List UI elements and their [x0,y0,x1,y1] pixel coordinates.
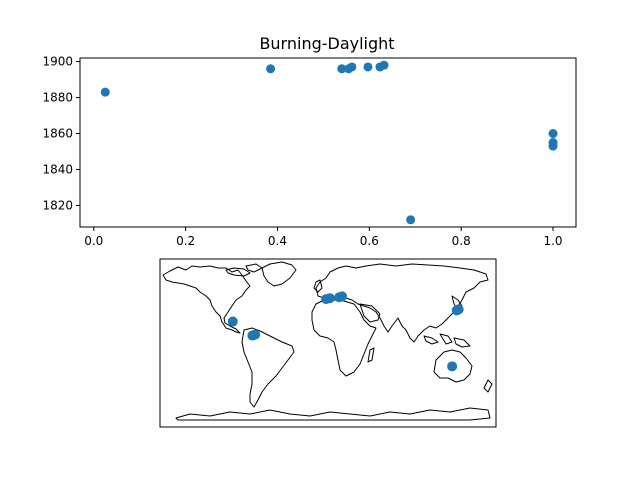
southeast-asia-islands-coastline [423,333,471,348]
arabia-coastline [359,303,381,323]
data-point [363,62,373,72]
x-tick-label: 0.2 [176,234,195,248]
map-data-point [337,291,347,302]
eurasia-coastline [315,263,489,343]
data-point [548,129,558,139]
y-axis-ticks: 1820 1840 1860 1880 1900 [42,55,80,212]
scatter-chart: Burning-Daylight 0.0 0.2 0.4 0.6 0.8 1.0 1820… [42,34,577,248]
x-axis-ticks: 0.0 0.2 0.4 0.6 0.8 1.0 [84,227,563,248]
y-tick-label: 1820 [42,198,73,212]
chart-title: Burning-Daylight [259,34,394,53]
map-data-point [227,316,238,327]
madagascar-coastline [367,347,375,363]
north-america-coastline [162,265,251,334]
arctic-islands-coastline [225,263,263,277]
y-tick-label: 1840 [42,162,73,176]
data-point [379,60,389,70]
plot-frame [79,57,577,228]
map-data-point [324,293,335,304]
map-frame [159,258,497,428]
x-tick-label: 0.0 [84,234,103,248]
x-tick-label: 0.6 [360,234,379,248]
x-tick-label: 0.4 [268,234,287,248]
x-tick-label: 0.8 [452,234,471,248]
map-background [160,259,496,427]
y-tick-label: 1860 [42,127,73,141]
south-america-coastline [241,327,295,408]
data-points [100,60,558,225]
data-point [100,87,110,97]
australia-coastline [433,349,473,383]
world-coastlines [162,261,493,421]
africa-coastline [311,299,377,377]
plot-area [80,58,576,227]
antarctica-coastline [175,407,491,421]
new-zealand-coastline [483,379,493,393]
british-isles-coastline [313,279,323,293]
data-point [406,215,416,225]
data-point [337,64,347,74]
data-point [548,141,558,151]
y-tick-label: 1880 [42,91,73,105]
map-data-point [453,304,464,315]
map-chart [159,258,497,428]
greenland-coastline [261,261,297,287]
data-point [347,62,357,72]
map-data-point [250,329,261,340]
map-data-point [447,361,458,372]
map-data-points [227,291,464,372]
data-point [266,64,276,74]
y-tick-label: 1900 [42,55,73,69]
x-tick-label: 1.0 [543,234,562,248]
